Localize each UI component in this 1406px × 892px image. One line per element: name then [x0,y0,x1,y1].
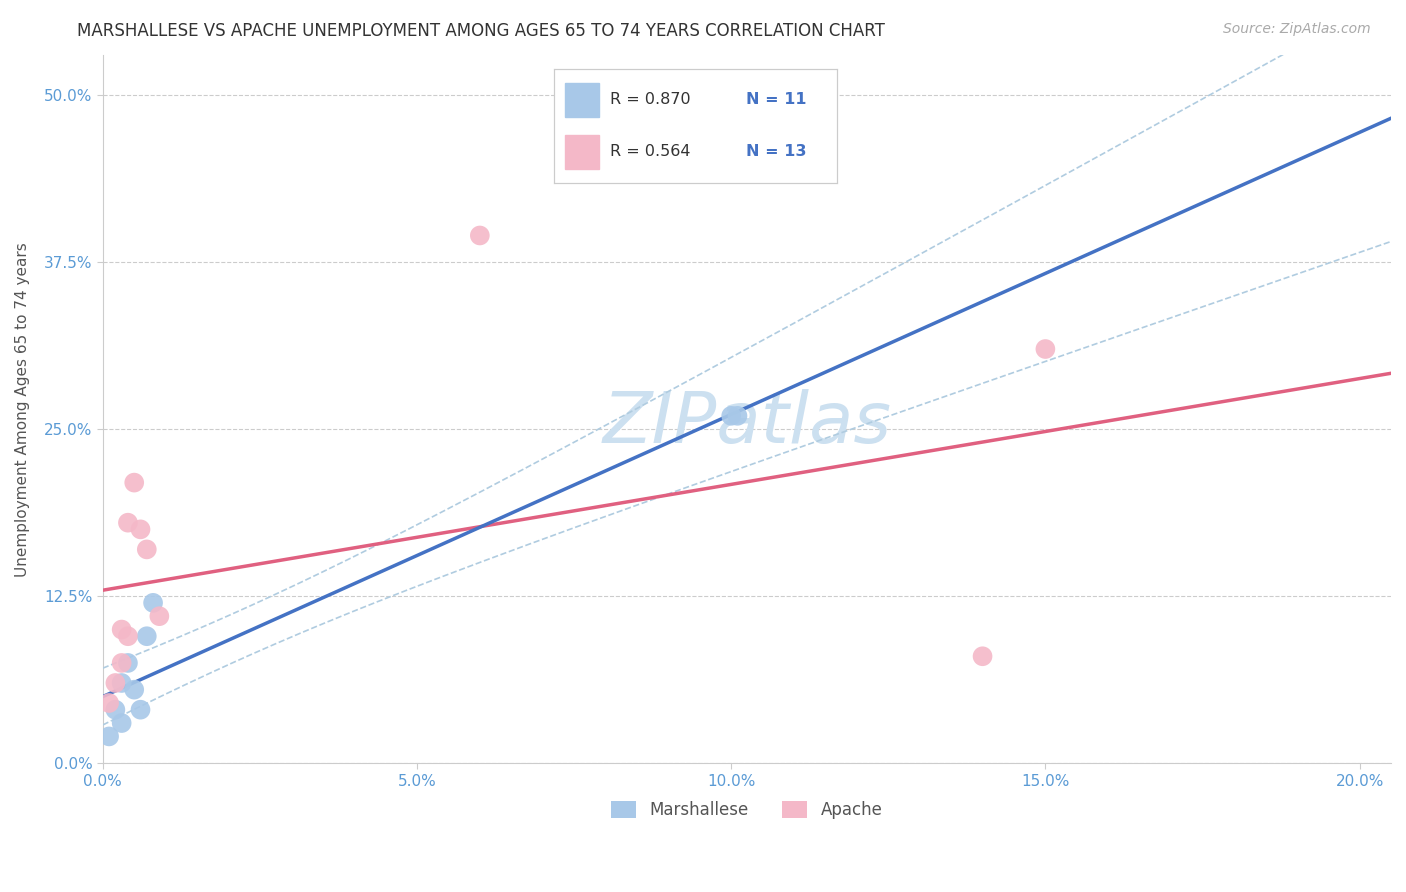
Point [972,649,994,664]
Point [98,730,121,744]
Point [111,623,134,637]
Legend: Marshallese, Apache: Marshallese, Apache [605,794,889,826]
Point [122,682,145,697]
Point [1035,342,1057,356]
Point [98,696,121,710]
Point [104,676,127,690]
Point [727,409,749,423]
Point [720,409,742,423]
Point [129,522,152,536]
Point [142,596,165,610]
Point [148,609,170,624]
Point [117,629,139,643]
Text: MARSHALLESE VS APACHE UNEMPLOYMENT AMONG AGES 65 TO 74 YEARS CORRELATION CHART: MARSHALLESE VS APACHE UNEMPLOYMENT AMONG… [77,22,886,40]
Point [468,228,491,243]
Point [111,716,134,731]
Text: ZIPatlas: ZIPatlas [602,389,891,458]
Point [111,656,134,670]
Point [117,656,139,670]
Point [135,542,157,557]
Point [122,475,145,490]
Point [104,703,127,717]
Point [129,703,152,717]
Point [117,516,139,530]
Text: Source: ZipAtlas.com: Source: ZipAtlas.com [1223,22,1371,37]
Point [111,676,134,690]
Point [135,629,157,643]
Y-axis label: Unemployment Among Ages 65 to 74 years: Unemployment Among Ages 65 to 74 years [15,242,30,576]
